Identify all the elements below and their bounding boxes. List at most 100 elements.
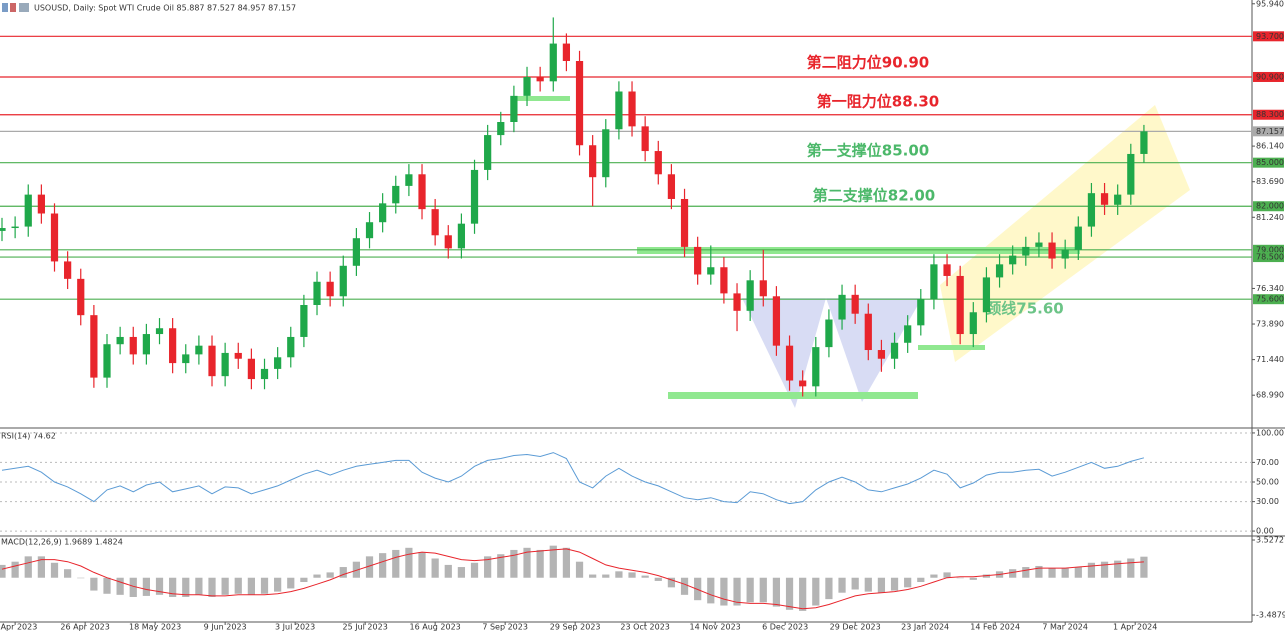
x-tick-label: 29 Dec 2023 <box>830 623 881 632</box>
candle-body <box>602 129 610 178</box>
macd-bar <box>1100 561 1109 578</box>
candle-body <box>694 246 702 275</box>
candle-body <box>575 61 584 146</box>
annotation: 颈线75.60 <box>985 300 1063 318</box>
macd-bar <box>707 577 715 604</box>
macd-bar <box>825 577 833 600</box>
level-label-box <box>1253 71 1284 82</box>
candle-body <box>64 261 72 279</box>
pane-title: RSI(14) 74.62 <box>1 432 56 441</box>
candle-body <box>221 352 229 377</box>
candle-body <box>0 228 6 231</box>
macd-bar <box>917 577 925 583</box>
macd-bar <box>1061 568 1069 578</box>
macd-bar <box>64 569 72 578</box>
candle-body <box>11 226 19 229</box>
macd-bar <box>615 571 623 578</box>
macd-bar <box>523 547 531 578</box>
macd-bar <box>982 574 991 578</box>
candle-body <box>654 151 662 175</box>
y-tick-label: 68.990 <box>1256 391 1284 400</box>
level-label: 90.900 <box>1256 72 1284 81</box>
candle-body <box>260 368 269 380</box>
macd-bar <box>562 547 571 578</box>
level-label-box <box>1253 31 1284 42</box>
macd-bar <box>418 552 426 578</box>
macd-bar <box>851 577 859 590</box>
candle-body <box>339 265 347 297</box>
left-shoulder-head <box>742 298 826 408</box>
level-label-box <box>1253 126 1284 137</box>
x-tick-label: 3 Jul 2023 <box>275 623 315 632</box>
candle-body <box>1114 194 1122 205</box>
macd-bar <box>1140 556 1148 578</box>
macd-bar <box>746 577 754 603</box>
macd-bar <box>103 577 111 594</box>
macd-bar <box>969 577 977 580</box>
macd-bar <box>208 577 216 597</box>
candle-body <box>1022 246 1030 256</box>
macd-bar <box>77 577 85 579</box>
macd-bar <box>339 567 347 578</box>
y-tick-label: 3.5272 <box>1256 536 1284 545</box>
x-tick-label: 1 Apr 2024 <box>1113 623 1157 632</box>
macd-bar <box>24 556 32 578</box>
candle-body <box>77 278 85 316</box>
annotation: 第二阻力位90.90 <box>807 54 929 72</box>
candle-body <box>562 43 571 61</box>
macd-bar <box>575 561 584 578</box>
candle-body <box>1127 153 1135 195</box>
candle-body <box>707 267 715 275</box>
macd-bar <box>497 554 505 578</box>
candle-body <box>274 357 282 369</box>
candle-body <box>208 345 216 377</box>
candle-body <box>1035 242 1043 247</box>
icon <box>2 3 8 12</box>
pane-title: USOUSD, Daily: Spot WTI Crude Oil 85.887… <box>34 4 296 13</box>
x-tick-label: 3 Apr 2023 <box>0 623 37 632</box>
candle-body <box>746 280 754 311</box>
candle-body <box>1074 226 1082 250</box>
candle-body <box>904 325 912 343</box>
candle-body <box>1100 193 1109 205</box>
candle-body <box>497 122 505 136</box>
icon <box>10 3 16 12</box>
y-tick-label: 81.240 <box>1256 213 1284 222</box>
macd-bar <box>11 561 19 578</box>
candle-body <box>851 294 859 314</box>
macd-bar <box>274 577 282 592</box>
candle-body <box>641 126 649 152</box>
macd-bar <box>287 577 295 589</box>
candle-body <box>628 91 636 127</box>
bottom-marker <box>668 392 918 399</box>
macd-bar <box>812 577 820 606</box>
candle-body <box>785 345 794 381</box>
candle-body <box>982 277 991 313</box>
x-tick-label: 29 Sep 2023 <box>550 623 601 632</box>
macd-bar <box>300 577 308 583</box>
candle-body <box>1048 242 1056 259</box>
candle-body <box>1140 131 1148 154</box>
macd-bar <box>234 577 242 594</box>
y-tick-label: 71.440 <box>1256 355 1284 364</box>
candle-body <box>50 213 59 262</box>
level-label: 88.300 <box>1256 110 1284 119</box>
x-tick-label: 25 Jul 2023 <box>343 623 388 632</box>
macd-bar <box>260 577 269 594</box>
macd-bar <box>444 564 452 578</box>
macd-bar <box>838 577 846 593</box>
macd-bar <box>641 575 649 578</box>
candle-body <box>1009 255 1017 265</box>
level-label-box <box>1253 109 1284 120</box>
candle-body <box>431 209 439 236</box>
candle-body <box>37 194 45 214</box>
candle-body <box>234 352 242 359</box>
macd-bar <box>510 549 518 578</box>
candle-body <box>943 264 951 276</box>
candle-body <box>680 198 689 247</box>
macd-bar <box>405 547 413 578</box>
macd-bar <box>956 577 964 579</box>
y-tick-label: 95.940 <box>1256 0 1284 8</box>
